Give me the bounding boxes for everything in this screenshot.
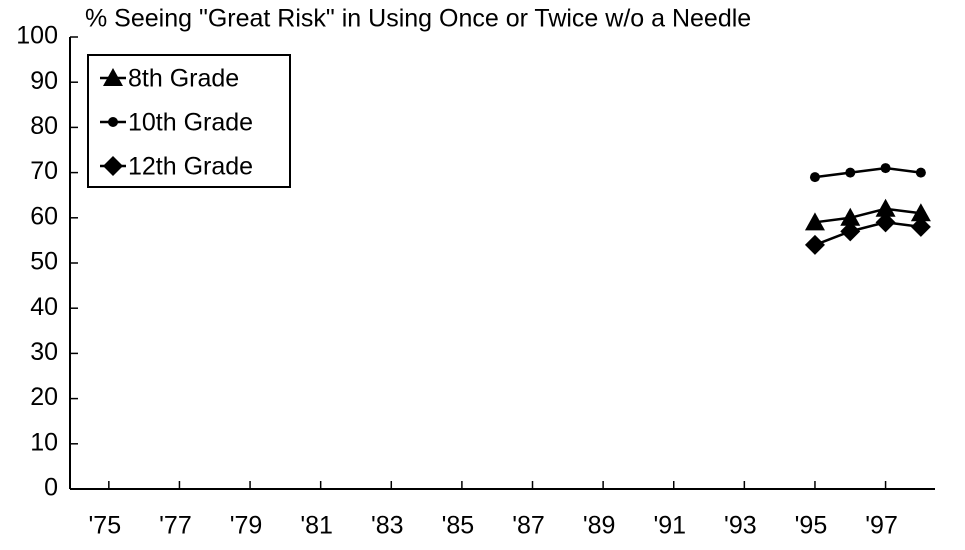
x-tick-label: '79 bbox=[230, 512, 263, 540]
point bbox=[915, 167, 926, 178]
point bbox=[804, 212, 825, 231]
series-line bbox=[814, 221, 922, 247]
point bbox=[809, 172, 820, 183]
x-tick-label: '93 bbox=[724, 512, 757, 540]
y-tick-label: 60 bbox=[30, 202, 58, 230]
point bbox=[910, 216, 931, 237]
x-tick-label: '87 bbox=[512, 512, 545, 540]
point bbox=[875, 198, 896, 217]
legend-label: 8th Grade bbox=[128, 65, 239, 93]
x-tick-label: '81 bbox=[300, 512, 333, 540]
legend-marker bbox=[108, 117, 118, 127]
y-tick-label: 90 bbox=[30, 67, 58, 95]
series-line bbox=[814, 166, 922, 179]
y-tick-label: 30 bbox=[30, 338, 58, 366]
y-tick-label: 80 bbox=[30, 112, 58, 140]
chart-title: % Seeing "Great Risk" in Using Once or T… bbox=[85, 5, 751, 33]
legend-label: 12th Grade bbox=[128, 153, 253, 181]
x-tick-label: '89 bbox=[583, 512, 616, 540]
y-tick-label: 100 bbox=[16, 22, 58, 50]
point bbox=[840, 221, 861, 242]
y-tick-label: 10 bbox=[30, 428, 58, 456]
legend-label: 10th Grade bbox=[128, 109, 253, 137]
point bbox=[840, 207, 861, 226]
point bbox=[910, 203, 931, 222]
y-tick-label: 0 bbox=[44, 474, 58, 502]
y-tick-label: 50 bbox=[30, 248, 58, 276]
x-tick-label: '77 bbox=[159, 512, 192, 540]
legend-marker bbox=[103, 68, 123, 86]
x-tick-label: '83 bbox=[371, 512, 404, 540]
series-line bbox=[814, 207, 922, 224]
point bbox=[845, 167, 856, 178]
x-tick-label: '85 bbox=[442, 512, 475, 540]
point bbox=[880, 163, 891, 174]
x-tick-label: '97 bbox=[865, 512, 898, 540]
y-tick-label: 20 bbox=[30, 383, 58, 411]
legend-marker bbox=[103, 156, 123, 176]
x-tick-label: '91 bbox=[653, 512, 686, 540]
point bbox=[804, 234, 825, 255]
point bbox=[875, 212, 896, 233]
y-tick-label: 40 bbox=[30, 293, 58, 321]
y-tick-label: 70 bbox=[30, 157, 58, 185]
x-tick-label: '75 bbox=[89, 512, 122, 540]
x-tick-label: '95 bbox=[795, 512, 828, 540]
